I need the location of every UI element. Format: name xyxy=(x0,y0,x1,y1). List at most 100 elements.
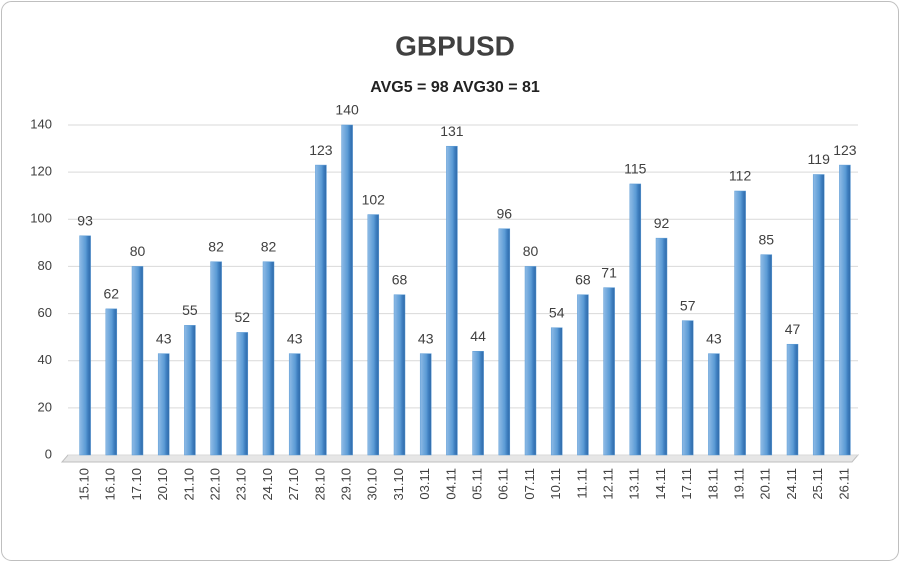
x-tick-label: 13.11 xyxy=(627,468,642,500)
x-tick-label: 29.10 xyxy=(339,468,354,501)
bar xyxy=(472,351,484,456)
chart-subtitle: AVG5 = 98 AVG30 = 81 xyxy=(370,79,540,96)
x-tick-label: 04.11 xyxy=(443,468,458,500)
x-tick-label: 24.10 xyxy=(260,468,275,501)
x-tick-label: 12.11 xyxy=(601,468,616,500)
x-tick-label: 05.11 xyxy=(470,468,485,500)
bar xyxy=(419,353,432,456)
x-tick-label: 07.11 xyxy=(522,468,537,500)
data-label: 82 xyxy=(208,238,224,254)
data-label: 115 xyxy=(624,161,647,177)
bar xyxy=(157,353,170,456)
bar xyxy=(210,261,222,456)
x-tick-label: 25.11 xyxy=(810,468,825,500)
data-label: 80 xyxy=(130,243,146,259)
data-label: 85 xyxy=(759,231,775,247)
x-tick-label: 10.11 xyxy=(548,468,563,500)
bar xyxy=(603,287,615,456)
bar xyxy=(393,294,406,456)
data-label: 43 xyxy=(706,330,722,346)
x-tick-label: 03.11 xyxy=(417,468,432,500)
x-tick-label: 24.11 xyxy=(784,468,799,500)
x-tick-label: 19.11 xyxy=(732,468,747,500)
bar xyxy=(550,327,563,456)
data-label: 82 xyxy=(261,238,277,254)
data-label: 80 xyxy=(523,243,539,259)
x-tick-label: 16.10 xyxy=(103,468,118,501)
bar xyxy=(367,214,380,456)
y-tick-label: 80 xyxy=(38,258,52,273)
x-tick-label: 22.10 xyxy=(208,468,223,501)
y-tick-label: 120 xyxy=(30,164,52,179)
data-label: 44 xyxy=(470,328,486,344)
bar xyxy=(577,294,589,456)
bar xyxy=(184,325,196,456)
data-label: 68 xyxy=(392,271,408,287)
data-label: 54 xyxy=(549,304,565,320)
bar xyxy=(812,174,825,456)
bar xyxy=(131,266,144,456)
floor xyxy=(60,454,860,463)
x-tick-label: 17.11 xyxy=(679,468,694,500)
bar xyxy=(839,164,851,456)
x-tick-label: 30.10 xyxy=(365,468,380,501)
x-tick-label: 14.11 xyxy=(653,468,668,500)
x-tick-label: 18.11 xyxy=(705,468,720,500)
x-tick-label: 28.10 xyxy=(312,468,327,501)
data-label: 43 xyxy=(156,330,172,346)
data-label: 112 xyxy=(729,168,752,184)
bar xyxy=(288,353,301,456)
y-tick-label: 0 xyxy=(45,446,52,461)
data-label: 62 xyxy=(104,286,120,302)
bar xyxy=(708,353,720,456)
y-tick-label: 40 xyxy=(38,352,52,367)
data-label: 92 xyxy=(654,215,670,231)
x-tick-label: 11.11 xyxy=(574,468,589,499)
data-label: 43 xyxy=(287,330,303,346)
x-tick-label: 26.11 xyxy=(836,468,851,500)
bar xyxy=(446,145,458,456)
bar xyxy=(315,164,327,456)
x-tick-label: 27.10 xyxy=(286,468,301,501)
chart-title: GBPUSD xyxy=(395,30,515,61)
x-tick-label: 06.11 xyxy=(496,468,511,500)
bar xyxy=(786,343,799,456)
data-label: 57 xyxy=(680,297,696,313)
data-label: 102 xyxy=(362,191,386,207)
data-label: 68 xyxy=(575,271,591,287)
data-label: 93 xyxy=(77,212,93,228)
data-label: 71 xyxy=(601,264,617,280)
x-tick-label: 20.11 xyxy=(758,468,773,500)
bar xyxy=(524,266,537,456)
x-tick-label: 21.10 xyxy=(181,468,196,501)
y-tick-label: 60 xyxy=(38,305,52,320)
data-label: 131 xyxy=(440,123,464,139)
x-tick-label: 31.10 xyxy=(391,468,406,501)
bar xyxy=(655,237,668,456)
data-label: 140 xyxy=(335,102,359,118)
x-tick-label: 17.10 xyxy=(129,468,144,501)
x-tick-label: 20.10 xyxy=(155,468,170,501)
data-label: 96 xyxy=(497,205,513,221)
data-label: 119 xyxy=(808,151,831,167)
bar xyxy=(629,183,642,456)
x-tick-label: 23.10 xyxy=(234,468,249,501)
bar xyxy=(236,332,249,456)
bar xyxy=(760,254,773,456)
y-tick-label: 140 xyxy=(30,116,52,131)
data-label: 47 xyxy=(785,321,801,337)
y-tick-label: 20 xyxy=(38,399,52,414)
bar xyxy=(734,190,746,456)
bar xyxy=(105,308,118,456)
y-tick-label: 100 xyxy=(30,211,52,226)
bar xyxy=(498,228,511,456)
bar xyxy=(681,320,694,456)
x-tick-label: 15.10 xyxy=(77,468,92,501)
data-label: 123 xyxy=(309,142,333,158)
bar xyxy=(79,235,91,456)
data-label: 43 xyxy=(418,330,434,346)
bar xyxy=(341,124,353,456)
data-label: 52 xyxy=(235,309,251,325)
bar xyxy=(262,261,275,456)
